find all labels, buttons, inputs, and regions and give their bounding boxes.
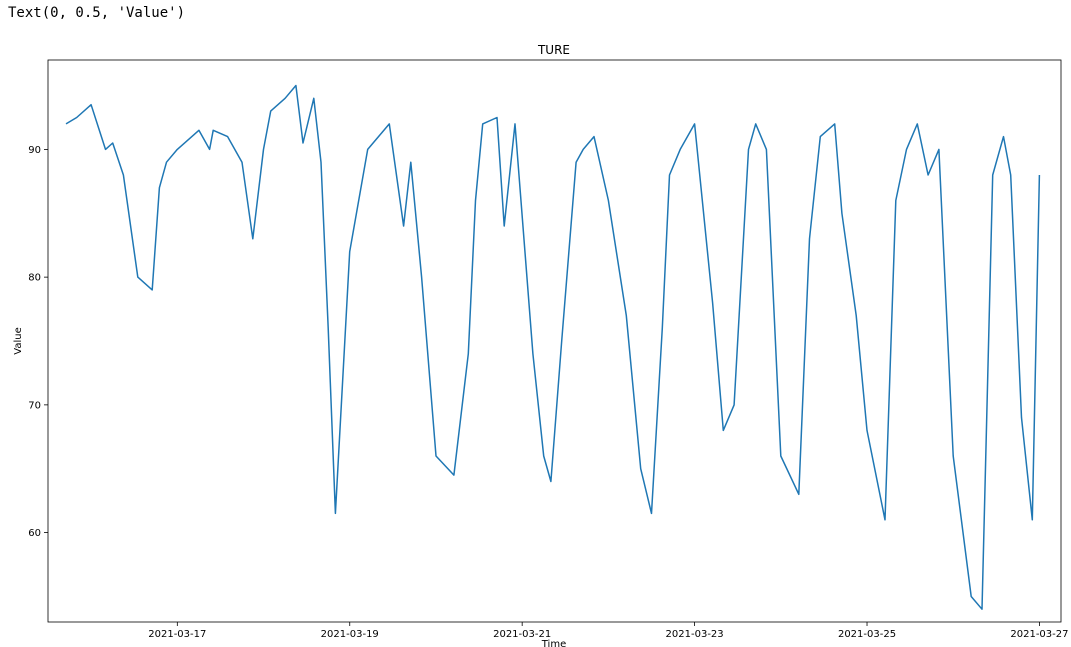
x-tick-label: 2021-03-19 — [321, 629, 379, 640]
x-tick-label: 2021-03-17 — [148, 629, 206, 640]
series-line — [65, 84, 1041, 610]
y-axis-ticks: 60 70 80 90 — [28, 145, 48, 539]
x-tick-label: 2021-03-27 — [1010, 629, 1068, 640]
x-tick-label: 2021-03-23 — [666, 629, 724, 640]
cell-output-text: Text(0, 0.5, 'Value') — [8, 5, 186, 21]
x-tick-label: 2021-03-21 — [493, 629, 551, 640]
x-axis-ticks: 2021-03-17 2021-03-19 2021-03-21 2021-03-23… — [148, 622, 1069, 640]
y-tick-label: 60 — [28, 528, 41, 539]
x-axis-label: Time — [541, 639, 566, 647]
y-tick-label: 80 — [28, 273, 41, 284]
chart-title: TURE — [537, 43, 570, 57]
y-tick-label: 70 — [28, 400, 41, 411]
x-tick-label: 2021-03-25 — [838, 629, 896, 640]
y-tick-label: 90 — [28, 145, 41, 156]
plot-frame — [47, 59, 1062, 623]
y-axis-label: Value — [13, 327, 24, 354]
